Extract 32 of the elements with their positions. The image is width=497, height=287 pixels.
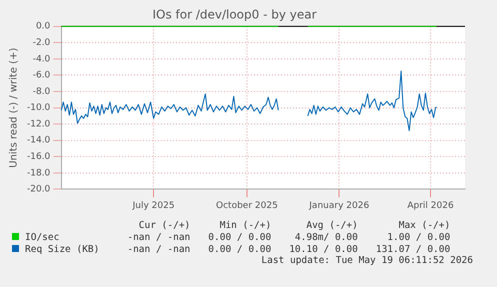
y-tick-label: -2.0 — [32, 38, 51, 48]
text: -nan / -nan — [126, 231, 190, 243]
legend-label: IO/sec — [24, 231, 60, 243]
y-tick-label: -20.0 — [26, 184, 51, 195]
text: 10.10 / 0.00 — [288, 243, 358, 255]
text: Max (-/+) — [398, 219, 450, 231]
text: 0.00 / 0.00 — [207, 231, 272, 243]
y-tick-label: -16.0 — [26, 152, 51, 162]
text: -nan / -nan — [126, 243, 190, 255]
text: Avg (-/+) — [305, 219, 358, 231]
x-tick-label: October 2025 — [216, 200, 278, 211]
y-tick-label: -18.0 — [26, 168, 51, 178]
text: Last update: Tue May 19 06:11:52 2026 — [261, 255, 473, 266]
x-tick-label: January 2026 — [308, 200, 370, 211]
y-tick-label: -8.0 — [32, 86, 51, 97]
y-axis-title: Units read (-) / write (+) — [8, 48, 20, 168]
text: Min (-/+) — [218, 219, 272, 231]
legend-label: Req Size (KB) — [24, 243, 100, 255]
text: 1.00 / 0.00 — [386, 231, 450, 243]
x-tick-label: July 2025 — [132, 200, 175, 211]
y-tick-label: -12.0 — [26, 119, 51, 130]
text: Cur (-/+) — [138, 219, 190, 231]
text: 0.00 / 0.00 — [207, 243, 272, 255]
y-tick-label: -10.0 — [26, 103, 51, 114]
y-tick-label: -6.0 — [32, 70, 51, 81]
chart-title: IOs for /dev/loop0 - by year — [152, 7, 317, 22]
text: 4.98m/ 0.00 — [294, 231, 358, 243]
y-tick-label: 0.0 — [36, 22, 51, 32]
y-tick-label: -14.0 — [26, 136, 51, 146]
x-tick-label: April 2026 — [407, 200, 454, 211]
text: 131.07 / 0.00 — [374, 243, 450, 255]
y-tick-label: -4.0 — [32, 54, 51, 64]
